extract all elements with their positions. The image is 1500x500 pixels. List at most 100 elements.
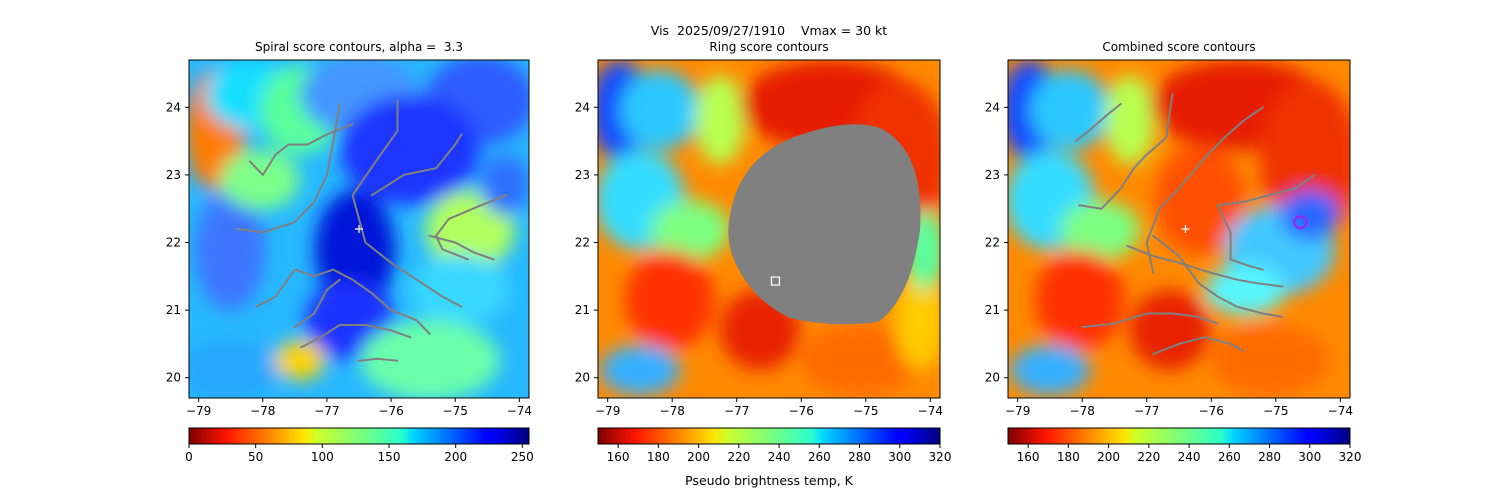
contour-line bbox=[236, 102, 341, 234]
contour-line bbox=[428, 234, 495, 261]
ring-center-marker bbox=[770, 276, 781, 286]
colorbar-tick-label: 180 bbox=[1057, 450, 1080, 464]
colorbar-tick-label: 260 bbox=[1218, 450, 1241, 464]
storm-center-marker bbox=[355, 225, 363, 233]
y-tick-label: 20 bbox=[985, 371, 1000, 385]
contour-line bbox=[1145, 106, 1264, 274]
contour-lines bbox=[236, 99, 508, 362]
colorbar-tick-label: 220 bbox=[1137, 450, 1160, 464]
colorbar-tick-label: 240 bbox=[1178, 450, 1201, 464]
plot-frame bbox=[1007, 59, 1351, 399]
colorbar bbox=[1007, 427, 1351, 445]
center-plus-mark bbox=[355, 225, 363, 233]
colorbar-tick-label: 260 bbox=[808, 450, 831, 464]
masked-ring-region bbox=[728, 124, 921, 325]
colorbar-tick-label: 320 bbox=[929, 450, 952, 464]
x-tick-label: −76 bbox=[1199, 404, 1224, 418]
y-tick-label: 21 bbox=[166, 303, 181, 317]
combined-center-circle bbox=[1293, 215, 1308, 230]
contour-line bbox=[1152, 234, 1284, 318]
colorbar-tick-label: 320 bbox=[1339, 450, 1362, 464]
contour-line bbox=[255, 268, 431, 335]
x-tick-label: −76 bbox=[378, 404, 403, 418]
x-tick-label: −79 bbox=[186, 404, 211, 418]
y-tick-label: 21 bbox=[575, 303, 590, 317]
colorbar-tick-label: 300 bbox=[888, 450, 911, 464]
y-tick-label: 22 bbox=[985, 236, 1000, 250]
x-tick-label: −77 bbox=[1134, 404, 1159, 418]
contour-line bbox=[1081, 312, 1219, 328]
x-tick-label: −75 bbox=[1263, 404, 1288, 418]
colorbar-ticks: 0 50 100 150 200 250 bbox=[185, 444, 534, 464]
x-tick-label: −78 bbox=[1070, 404, 1095, 418]
x-tick-label: −75 bbox=[853, 404, 878, 418]
colorbar-tick-label: 220 bbox=[727, 450, 750, 464]
heatmap-image bbox=[189, 60, 529, 398]
x-tick-label: −76 bbox=[789, 404, 814, 418]
contour-lines bbox=[1074, 92, 1316, 356]
storm-center-marker bbox=[1181, 215, 1308, 233]
colorbar-tick-label: 50 bbox=[248, 450, 263, 464]
plot-frame bbox=[597, 59, 941, 399]
y-axis: 20 21 22 23 24 bbox=[985, 100, 1008, 385]
panel-combined-score: Combined score contours bbox=[985, 40, 1362, 464]
colorbar-tick-label: 160 bbox=[607, 450, 630, 464]
colorbar-ticks: 160 180 200 220 240 260 280 300 320 bbox=[1017, 444, 1362, 464]
x-tick-label: −78 bbox=[250, 404, 275, 418]
panel-spiral-score: Spiral score contours, alpha = 3.3 bbox=[166, 40, 534, 464]
center-plus-mark bbox=[1181, 225, 1190, 233]
y-tick-label: 22 bbox=[575, 236, 590, 250]
colorbar-label: Pseudo brightness temp, K bbox=[685, 473, 854, 488]
colorbar-tick-label: 200 bbox=[687, 450, 710, 464]
colorbar-tick-label: 160 bbox=[1017, 450, 1040, 464]
colorbar-tick-label: 180 bbox=[647, 450, 670, 464]
colorbar bbox=[597, 427, 941, 445]
contour-line bbox=[1078, 92, 1174, 210]
y-tick-label: 20 bbox=[575, 371, 590, 385]
colorbar-tick-label: 250 bbox=[511, 450, 534, 464]
contour-line bbox=[1126, 244, 1284, 288]
panel-title: Combined score contours bbox=[1102, 40, 1255, 54]
contour-line bbox=[1152, 336, 1245, 356]
contour-line bbox=[300, 324, 412, 349]
x-tick-label: −77 bbox=[314, 404, 339, 418]
y-tick-label: 24 bbox=[985, 100, 1000, 114]
colorbar-tick-label: 300 bbox=[1298, 450, 1321, 464]
y-axis: 20 21 22 23 24 bbox=[166, 100, 189, 385]
panel-ring-score: Ring score contours −79 −78 −77 −7 bbox=[575, 40, 952, 488]
contour-line bbox=[351, 99, 463, 308]
y-tick-label: 23 bbox=[575, 168, 590, 182]
x-axis: −79 −78 −77 −76 −75 −74 bbox=[186, 398, 532, 418]
plot-frame bbox=[188, 59, 530, 399]
colorbar-tick-label: 150 bbox=[378, 450, 401, 464]
contour-line bbox=[358, 357, 399, 362]
panel-title: Spiral score contours, alpha = 3.3 bbox=[255, 40, 463, 54]
colorbar-ticks: 160 180 200 220 240 260 280 300 320 bbox=[607, 444, 952, 464]
y-tick-label: 24 bbox=[575, 100, 590, 114]
colorbar-tick-label: 0 bbox=[185, 450, 193, 464]
x-tick-label: −78 bbox=[660, 404, 685, 418]
colorbar bbox=[188, 427, 530, 445]
colorbar-tick-label: 240 bbox=[768, 450, 791, 464]
contour-line bbox=[1216, 204, 1264, 271]
x-tick-label: −74 bbox=[918, 404, 943, 418]
y-tick-label: 23 bbox=[985, 168, 1000, 182]
contour-line bbox=[248, 123, 354, 176]
heatmap-image bbox=[598, 60, 940, 398]
y-tick-label: 24 bbox=[166, 100, 181, 114]
x-tick-label: −74 bbox=[507, 404, 532, 418]
heatmap-image bbox=[1008, 60, 1350, 398]
y-tick-label: 20 bbox=[166, 371, 181, 385]
x-tick-label: −74 bbox=[1328, 404, 1353, 418]
colorbar-tick-label: 280 bbox=[1258, 450, 1281, 464]
y-axis: 20 21 22 23 24 bbox=[575, 100, 598, 385]
contour-line bbox=[370, 133, 463, 197]
y-tick-label: 22 bbox=[166, 236, 181, 250]
x-axis: −79 −78 −77 −76 −75 −74 bbox=[595, 398, 943, 418]
colorbar-tick-label: 200 bbox=[1097, 450, 1120, 464]
y-tick-label: 21 bbox=[985, 303, 1000, 317]
contour-line bbox=[1216, 173, 1316, 207]
contour-line bbox=[1074, 102, 1122, 143]
center-square-mark bbox=[770, 276, 781, 286]
